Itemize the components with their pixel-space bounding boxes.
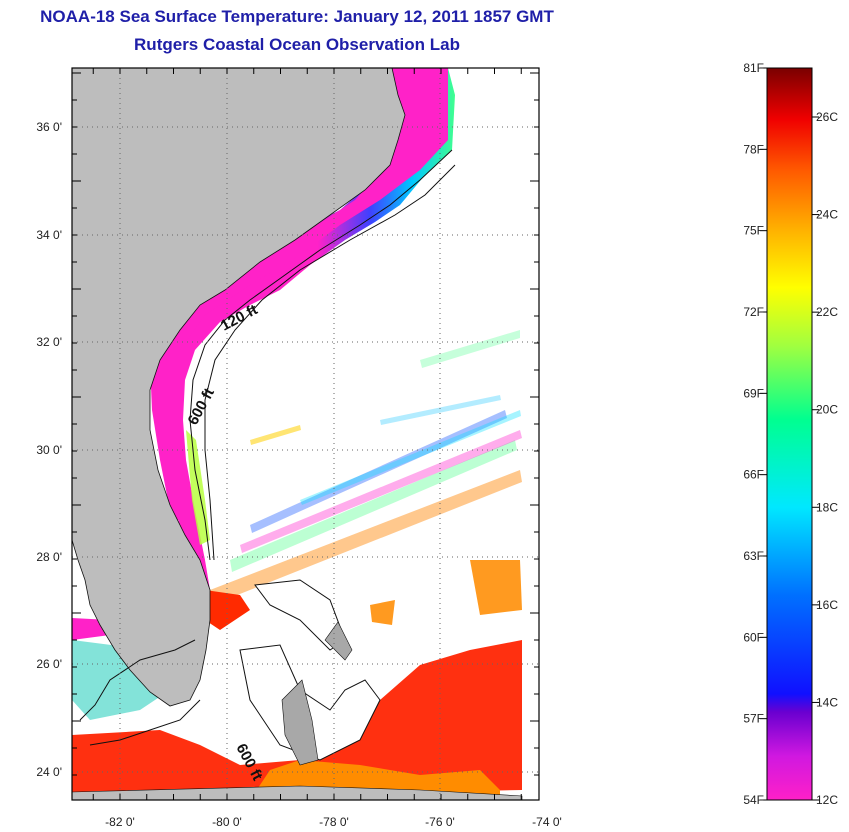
sst-streaks [210, 330, 522, 605]
colorbar-fahrenheit-labels: 81F 78F 75F 72F 69F 66F 63F 60F 57F 54F [743, 61, 767, 807]
colorbar-label-c: 26C [816, 110, 838, 124]
colorbar-label-c: 22C [816, 305, 838, 319]
sst-coastal-band [150, 68, 455, 600]
colorbar-label-f: 54F [743, 793, 764, 807]
colorbar-label-c: 12C [816, 793, 838, 807]
colorbar-label-c: 16C [816, 598, 838, 612]
colorbar-label-f: 81F [743, 61, 764, 75]
colorbar-label-f: 63F [743, 549, 764, 563]
latitude-labels: 36 0' 34 0' 32 0' 30 0' 28 0' 26 0' 24 0' [36, 120, 62, 779]
colorbar-label-f: 72F [743, 305, 764, 319]
colorbar-label-c: 20C [816, 403, 838, 417]
colorbar-label-c: 24C [816, 208, 838, 222]
land-cuba-edge [72, 785, 523, 800]
colorbar-label-f: 66F [743, 468, 764, 482]
colorbar-label-f: 69F [743, 386, 764, 400]
graticule [72, 68, 539, 800]
land-andros [281, 679, 319, 766]
lon-label: -80 0' [212, 815, 242, 829]
lon-label: -82 0' [105, 815, 135, 829]
lon-label: -74 0' [532, 815, 562, 829]
bahamas-bank-great [239, 644, 381, 761]
colorbar-label-f: 78F [743, 142, 764, 156]
longitude-labels: -82 0' -80 0' -78 0' -76 0' -74 0' [105, 815, 562, 829]
lat-label: 36 0' [36, 120, 62, 134]
isobath-contours [79, 149, 456, 746]
sst-orange-patch [370, 600, 395, 625]
lat-label: 30 0' [36, 443, 62, 457]
lat-label: 34 0' [36, 228, 62, 242]
lat-label: 32 0' [36, 335, 62, 349]
colorbar-label-f: 60F [743, 630, 764, 644]
sst-orange-patch-east [470, 560, 522, 615]
lat-label: 24 0' [36, 765, 62, 779]
colorbar-label-c: 18C [816, 500, 838, 514]
lon-label: -78 0' [319, 815, 349, 829]
sst-red-patch [205, 590, 250, 630]
map-title: NOAA-18 Sea Surface Temperature: January… [40, 7, 554, 26]
map-layers [72, 68, 523, 800]
map-frame [71, 67, 540, 801]
map-subtitle: Rutgers Coastal Ocean Observation Lab [134, 35, 460, 54]
sst-warm-red-south [72, 640, 522, 800]
lat-label: 28 0' [36, 550, 62, 564]
lat-label: 26 0' [36, 657, 62, 671]
colorbar-label-f: 75F [743, 224, 764, 238]
lon-label: -76 0' [425, 815, 455, 829]
land-mainland [72, 68, 406, 707]
colorbar-label-c: 14C [816, 695, 838, 709]
frame-ticks [72, 68, 539, 800]
colorbar-label-f: 57F [743, 712, 764, 726]
colorbar [766, 67, 813, 801]
colorbar-celsius-labels: 26C 24C 22C 20C 18C 16C 14C 12C [812, 110, 838, 807]
